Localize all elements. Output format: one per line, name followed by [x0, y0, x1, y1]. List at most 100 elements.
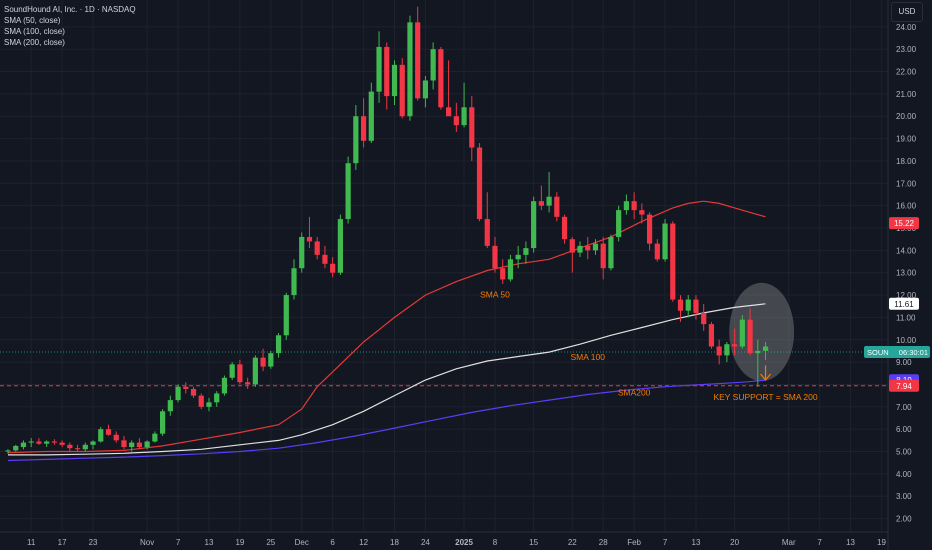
candle-down — [600, 243, 606, 269]
y-tick-label: 19.00 — [896, 135, 917, 144]
candle-up — [44, 441, 50, 444]
sma200-line — [7, 379, 766, 462]
candle-down — [492, 245, 498, 269]
y-tick-label: 2.00 — [896, 515, 912, 524]
candle-up — [608, 236, 614, 269]
candle-up — [515, 254, 521, 260]
candle-down — [569, 239, 575, 253]
y-tick-label: 4.00 — [896, 470, 912, 479]
candle-up — [252, 357, 258, 385]
x-tick-label: 17 — [58, 538, 67, 547]
candle-down — [198, 395, 204, 407]
y-tick-label: 16.00 — [896, 202, 917, 211]
y-tick-label: 21.00 — [896, 90, 917, 99]
chart-legend: SoundHound AI, Inc. · 1D · NASDAQ SMA (5… — [4, 4, 136, 48]
price-tag — [889, 379, 919, 392]
x-tick-label: 8 — [493, 538, 498, 547]
candle-down — [260, 357, 266, 367]
candle-up — [376, 46, 382, 92]
candle-up — [152, 433, 158, 442]
candle-up — [531, 201, 537, 249]
x-tick-label: 13 — [692, 538, 701, 547]
candle-down — [438, 49, 444, 108]
candle-up — [206, 402, 212, 407]
candle-up — [407, 22, 413, 117]
candle-down — [384, 46, 390, 97]
candle-down — [469, 107, 475, 148]
candle-down — [538, 201, 544, 206]
candle-down — [74, 448, 81, 450]
candle-up — [577, 245, 583, 253]
candle-up — [368, 91, 374, 141]
candle-down — [561, 216, 568, 240]
x-tick-label: 19 — [235, 538, 244, 547]
x-tick-label: 2025 — [455, 538, 473, 547]
indicator-sma200-label[interactable]: SMA (200, close) — [4, 38, 65, 47]
y-tick-label: 17.00 — [896, 179, 917, 188]
x-tick-label: 23 — [89, 538, 98, 547]
candle-down — [631, 201, 637, 211]
indicator-sma50-label[interactable]: SMA (50, close) — [4, 16, 61, 25]
candle-down — [306, 236, 313, 242]
candle-down — [183, 386, 189, 389]
candle-down — [36, 441, 42, 444]
x-tick-label: 12 — [359, 538, 368, 547]
candle-down — [677, 299, 684, 311]
x-tick-label: 19 — [877, 538, 886, 547]
candle-up — [724, 344, 730, 356]
candle-up — [160, 411, 166, 434]
candle-down — [330, 263, 336, 273]
candle-down — [314, 241, 320, 255]
candle-up — [98, 429, 104, 442]
price-tag-label: 15.22 — [894, 219, 915, 228]
x-tick-label: 18 — [390, 538, 399, 547]
candle-up — [623, 201, 629, 211]
x-tick-label: 7 — [817, 538, 822, 547]
y-tick-label: 9.00 — [896, 358, 912, 367]
candle-down — [716, 346, 722, 356]
candle-up — [167, 400, 173, 412]
candle-down — [585, 245, 591, 251]
candle-down — [59, 442, 65, 445]
candle-up — [28, 441, 34, 443]
candle-down — [322, 254, 328, 264]
candle-down — [360, 116, 367, 141]
candle-down — [399, 64, 405, 117]
candle-down — [67, 444, 73, 449]
candle-up — [229, 364, 235, 378]
candle-up — [353, 116, 359, 164]
candle-up — [337, 219, 343, 273]
candle-up — [739, 319, 745, 347]
y-tick-label: 20.00 — [896, 112, 917, 121]
candle-down — [190, 388, 197, 396]
indicator-sma100-label[interactable]: SMA (100, close) — [4, 27, 65, 36]
candle-down — [51, 441, 57, 443]
x-tick-label: 20 — [730, 538, 739, 547]
candle-down — [245, 382, 251, 385]
currency-button[interactable]: USD — [891, 2, 923, 22]
x-tick-label: 7 — [663, 538, 668, 547]
candle-up — [662, 223, 668, 260]
y-tick-label: 18.00 — [896, 157, 917, 166]
annotation-label: KEY SUPPORT = SMA 200 — [713, 392, 817, 402]
candle-up — [430, 49, 436, 81]
x-tick-label: 13 — [846, 538, 855, 547]
candle-up — [221, 377, 228, 394]
symbol-title: SoundHound AI, Inc. · 1D · NASDAQ — [4, 5, 136, 14]
candle-up — [461, 107, 467, 126]
price-tag — [889, 217, 919, 230]
candle-down — [646, 214, 653, 244]
x-tick-label: Dec — [295, 538, 309, 547]
last-price-countdown: 06:30:01 — [899, 348, 928, 357]
candle-down — [237, 364, 243, 383]
y-tick-label: 11.00 — [896, 313, 916, 322]
candle-down — [121, 440, 127, 448]
y-tick-label: 3.00 — [896, 492, 912, 501]
candle-up — [422, 80, 429, 99]
candle-down — [453, 116, 459, 126]
candle-up — [299, 236, 305, 269]
y-tick-label: 10.00 — [896, 336, 917, 345]
sma100-line — [8, 303, 766, 456]
y-tick-label: 22.00 — [896, 68, 917, 77]
